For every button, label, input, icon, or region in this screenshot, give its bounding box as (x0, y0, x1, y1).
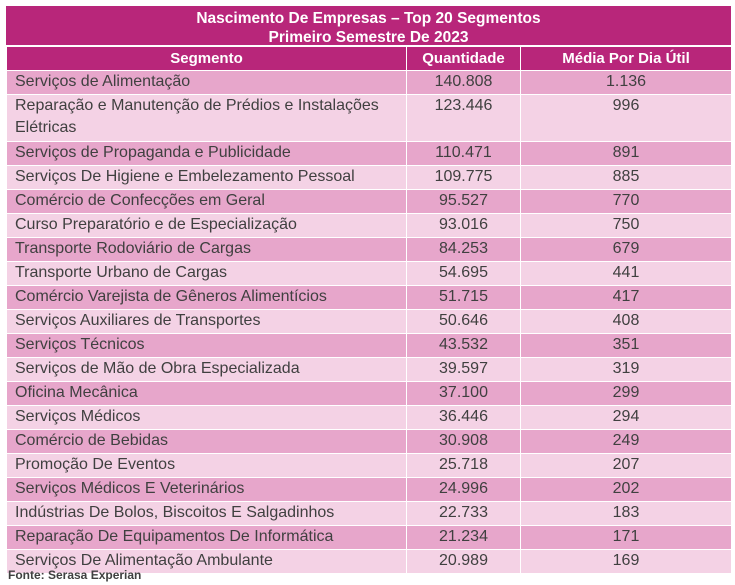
table-row: Transporte Urbano de Cargas 54.695 441 (6, 261, 732, 286)
cell-quantidade: 110.471 (406, 141, 521, 166)
cell-segmento: Serviços de Propaganda e Publicidade (6, 141, 407, 166)
cell-segmento: Serviços de Mão de Obra Especializada (6, 357, 407, 382)
table-title-line1: Nascimento De Empresas – Top 20 Segmento… (196, 10, 541, 27)
cell-segmento: Comércio de Bebidas (6, 429, 407, 454)
cell-segmento: Serviços Médicos E Veterinários (6, 477, 407, 502)
cell-segmento: Indústrias De Bolos, Biscoitos E Salgadi… (6, 501, 407, 526)
cell-quantidade: 39.597 (406, 357, 521, 382)
table-row: Curso Preparatório e de Especialização 93… (6, 213, 732, 238)
cell-quantidade: 50.646 (406, 309, 521, 334)
cell-media: 417 (520, 285, 732, 310)
cell-segmento: Serviços Técnicos (6, 333, 407, 358)
cell-segmento: Serviços Médicos (6, 405, 407, 430)
cell-media: 408 (520, 309, 732, 334)
cell-quantidade: 20.989 (406, 549, 521, 574)
cell-media: 1.136 (520, 70, 732, 95)
cell-quantidade: 109.775 (406, 165, 521, 190)
cell-media: 319 (520, 357, 732, 382)
cell-media: 183 (520, 501, 732, 526)
cell-segmento: Comércio de Confecções em Geral (6, 189, 407, 214)
cell-media: 207 (520, 453, 732, 478)
cell-media: 294 (520, 405, 732, 430)
source-note: Fonte: Serasa Experian (8, 568, 142, 582)
cell-media: 750 (520, 213, 732, 238)
cell-quantidade: 140.808 (406, 70, 521, 95)
cell-quantidade: 37.100 (406, 381, 521, 406)
column-header-media: Média Por Dia Útil (520, 46, 732, 71)
table-body: Serviços de Alimentação 140.808 1.136 Repar… (6, 70, 732, 574)
cell-media: 202 (520, 477, 732, 502)
cell-quantidade: 123.446 (406, 94, 521, 142)
cell-segmento: Serviços De Higiene e Embelezamento Pess… (6, 165, 407, 190)
cell-quantidade: 84.253 (406, 237, 521, 262)
table-row: Serviços Auxiliares de Transportes 50.646… (6, 309, 732, 334)
cell-media: 996 (520, 94, 732, 142)
table-row: Comércio de Confecções em Geral 95.527 770 (6, 189, 732, 214)
table-row: Promoção De Eventos 25.718 207 (6, 453, 732, 478)
table-row: Comércio Varejista de Gêneros Alimentíci… (6, 285, 732, 310)
cell-quantidade: 51.715 (406, 285, 521, 310)
cell-segmento: Promoção De Eventos (6, 453, 407, 478)
table-row: Serviços Técnicos 43.532 351 (6, 333, 732, 358)
cell-quantidade: 22.733 (406, 501, 521, 526)
cell-segmento: Transporte Rodoviário de Cargas (6, 237, 407, 262)
cell-media: 249 (520, 429, 732, 454)
column-header-quantidade: Quantidade (406, 46, 521, 71)
cell-segmento: Transporte Urbano de Cargas (6, 261, 407, 286)
cell-segmento: Curso Preparatório e de Especialização (6, 213, 407, 238)
table-row: Transporte Rodoviário de Cargas 84.253 679 (6, 237, 732, 262)
cell-segmento: Serviços Auxiliares de Transportes (6, 309, 407, 334)
cell-media: 679 (520, 237, 732, 262)
table-row: Oficina Mecânica 37.100 299 (6, 381, 732, 406)
cell-media: 770 (520, 189, 732, 214)
table-title: Nascimento De Empresas – Top 20 Segmento… (6, 6, 731, 46)
table-row: Reparação De Equipamentos De Informática… (6, 525, 732, 550)
column-header-segmento: Segmento (6, 46, 407, 71)
table-row: Comércio de Bebidas 30.908 249 (6, 429, 732, 454)
cell-quantidade: 21.234 (406, 525, 521, 550)
table-row: Serviços de Alimentação 140.808 1.136 (6, 70, 732, 95)
cell-quantidade: 30.908 (406, 429, 521, 454)
table-row: Serviços De Alimentação Ambulante 20.989 1… (6, 549, 732, 574)
cell-quantidade: 25.718 (406, 453, 521, 478)
cell-segmento: Serviços De Alimentação Ambulante (6, 549, 407, 574)
cell-quantidade: 36.446 (406, 405, 521, 430)
cell-media: 171 (520, 525, 732, 550)
cell-quantidade: 24.996 (406, 477, 521, 502)
cell-quantidade: 95.527 (406, 189, 521, 214)
cell-quantidade: 93.016 (406, 213, 521, 238)
table-row: Serviços Médicos E Veterinários 24.996 202 (6, 477, 732, 502)
table-title-line2: Primeiro Semestre De 2023 (268, 29, 469, 46)
segments-table: Segmento Quantidade Média Por Dia Útil S… (6, 46, 732, 574)
cell-media: 885 (520, 165, 732, 190)
cell-quantidade: 43.532 (406, 333, 521, 358)
cell-media: 169 (520, 549, 732, 574)
table-row: Indústrias De Bolos, Biscoitos E Salgadi… (6, 501, 732, 526)
cell-media: 351 (520, 333, 732, 358)
cell-media: 891 (520, 141, 732, 166)
table-row: Serviços de Propaganda e Publicidade 110.… (6, 141, 732, 166)
table-row: Serviços de Mão de Obra Especializada 39.… (6, 357, 732, 382)
cell-segmento: Oficina Mecânica (6, 381, 407, 406)
cell-segmento: Reparação De Equipamentos De Informática (6, 525, 407, 550)
table-header-row: Segmento Quantidade Média Por Dia Útil (6, 46, 732, 71)
table-row: Serviços Médicos 36.446 294 (6, 405, 732, 430)
table-row: Serviços De Higiene e Embelezamento Pess… (6, 165, 732, 190)
segment-table-container: Nascimento De Empresas – Top 20 Segmento… (6, 6, 732, 574)
cell-segmento: Serviços de Alimentação (6, 70, 407, 95)
table-row: Reparação e Manutenção de Prédios e Inst… (6, 94, 732, 142)
cell-segmento: Comércio Varejista de Gêneros Alimentíci… (6, 285, 407, 310)
cell-media: 441 (520, 261, 732, 286)
cell-segmento: Reparação e Manutenção de Prédios e Inst… (6, 94, 407, 142)
cell-quantidade: 54.695 (406, 261, 521, 286)
cell-media: 299 (520, 381, 732, 406)
